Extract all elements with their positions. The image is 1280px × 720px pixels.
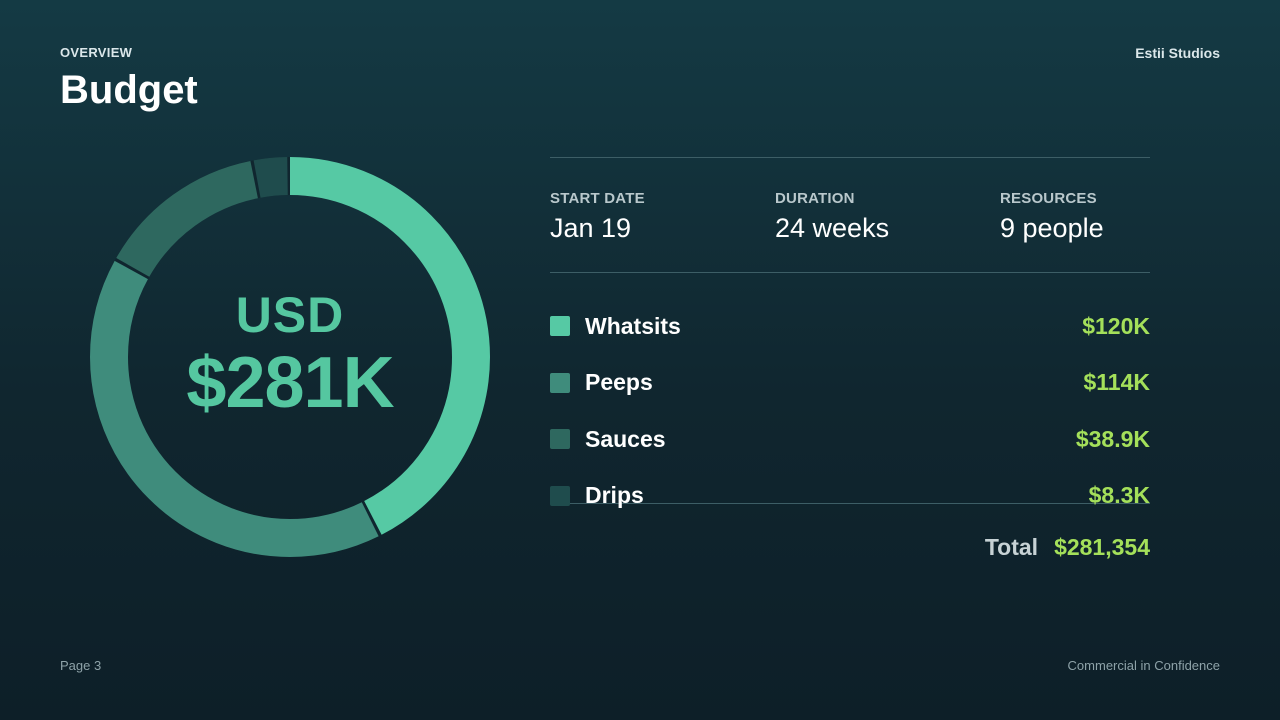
budget-total: Total $281,354: [550, 534, 1150, 561]
meta-value: Jan 19: [550, 213, 632, 243]
meta-label: DURATION: [775, 190, 855, 207]
meta-label: RESOURCES: [1000, 190, 1097, 207]
legend-swatch: [550, 429, 570, 450]
donut-svg: [90, 157, 490, 557]
meta-value: 24 weeks: [775, 213, 890, 243]
divider-bottom: [550, 503, 1150, 504]
meta-label: START DATE: [550, 190, 645, 207]
legend-label: Sauces: [585, 425, 666, 452]
meta-duration: DURATION 24 weeks: [775, 190, 1000, 272]
budget-legend: Whatsits $120K Peeps $114K Sauces $38.9K…: [550, 273, 1150, 508]
legend-swatch: [550, 485, 570, 506]
legend-value: $8.3K: [1088, 482, 1150, 509]
meta-value: 9 people: [1000, 213, 1104, 243]
legend-value: $114K: [1083, 369, 1150, 396]
legend-value: $120K: [1082, 312, 1150, 339]
divider-middle: [550, 272, 1150, 273]
page-number: Page 3: [60, 658, 102, 673]
meta-start-date: START DATE Jan 19: [550, 190, 775, 272]
legend-label: Drips: [585, 482, 644, 509]
brand-name: Estii Studios: [1135, 45, 1220, 61]
project-meta: START DATE Jan 19 DURATION 24 weeks RESO…: [550, 158, 1150, 272]
legend-swatch: [550, 316, 570, 337]
legend-label: Whatsits: [585, 312, 681, 339]
legend-item-whatsits: Whatsits $120K: [550, 298, 1150, 355]
legend-item-sauces: Sauces $38.9K: [550, 411, 1150, 468]
section-eyebrow: OVERVIEW: [60, 45, 133, 60]
legend-label: Peeps: [585, 369, 653, 396]
legend-item-drips: Drips $8.3K: [550, 468, 1150, 525]
donut-slice-peeps: [90, 157, 490, 557]
divider-top: [550, 157, 1150, 158]
donut-slice-whatsits: [90, 157, 490, 557]
budget-donut-chart: USD $281K: [90, 157, 490, 557]
donut-center-label: USD $281K: [90, 157, 490, 557]
donut-total: $281K: [186, 343, 394, 423]
total-label: Total: [984, 534, 1039, 560]
donut-currency: USD: [235, 287, 345, 343]
legend-swatch: [550, 372, 570, 393]
confidentiality-note: Commercial in Confidence: [1067, 658, 1220, 673]
legend-item-peeps: Peeps $114K: [550, 355, 1150, 412]
page-title: Budget: [60, 68, 198, 112]
meta-resources: RESOURCES 9 people: [1000, 190, 1150, 272]
total-value: $281,354: [1054, 534, 1150, 560]
legend-value: $38.9K: [1075, 425, 1150, 452]
budget-details-panel: START DATE Jan 19 DURATION 24 weeks RESO…: [550, 157, 1150, 561]
